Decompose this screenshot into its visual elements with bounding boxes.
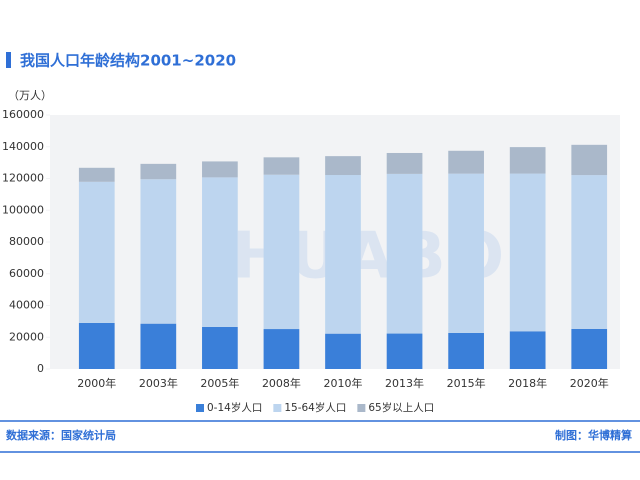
y-tick-label: 80000 <box>9 235 44 248</box>
bar-segment <box>386 152 423 174</box>
bar-segment <box>202 177 238 327</box>
x-tick-label: 2003年 <box>139 376 178 390</box>
bar-segment <box>509 147 546 174</box>
y-tick-label: 20000 <box>9 330 44 343</box>
y-tick-label: 60000 <box>9 267 44 280</box>
legend-swatch <box>196 404 204 412</box>
x-tick-label: 2005年 <box>200 376 239 390</box>
x-tick-label: 2015年 <box>447 376 486 390</box>
bar-segment <box>263 329 300 369</box>
bar-segment <box>202 326 238 369</box>
bar-segment <box>448 150 484 174</box>
legend-label: 65岁以上人口 <box>368 401 434 414</box>
credit: 制图：华博精算 <box>555 428 632 442</box>
bar-segment <box>571 328 608 369</box>
bar-segment <box>140 163 177 180</box>
bar-segment <box>325 175 361 334</box>
x-tick-label: 2020年 <box>570 376 609 390</box>
bar-segment <box>263 157 300 175</box>
bar-segment <box>325 156 361 176</box>
bar-segment <box>386 173 423 334</box>
bar-segment <box>571 175 608 329</box>
legend-label: 15-64岁人口 <box>284 401 346 414</box>
bar-segment <box>448 332 484 369</box>
title-marker <box>6 52 11 68</box>
bar-segment <box>78 167 115 182</box>
bar-segment <box>509 331 546 369</box>
bar-segment <box>325 333 361 369</box>
legend-swatch <box>273 404 282 412</box>
y-tick-label: 160000 <box>2 108 44 121</box>
legend-swatch <box>357 404 366 412</box>
bar-segment <box>571 144 608 176</box>
y-tick-label: 100000 <box>2 203 44 216</box>
y-tick-label: 40000 <box>9 299 44 312</box>
legend-label: 0-14岁人口 <box>207 401 262 414</box>
y-tick-label: 0 <box>37 362 44 375</box>
bar-segment <box>509 173 546 332</box>
x-tick-label: 2013年 <box>385 376 424 390</box>
x-tick-label: 2018年 <box>508 376 547 390</box>
y-tick-label: 120000 <box>2 172 44 185</box>
bar-segment <box>140 179 177 324</box>
bar-segment <box>263 174 300 330</box>
bar-segment <box>386 333 423 369</box>
bar-segment <box>78 322 115 369</box>
y-axis-label: （万人） <box>8 89 52 102</box>
bar-segment <box>78 181 115 323</box>
x-tick-label: 2008年 <box>262 376 301 390</box>
x-tick-label: 2000年 <box>77 376 116 390</box>
chart-title: 我国人口年龄结构2001~2020 <box>20 52 236 70</box>
bar-segment <box>140 323 177 369</box>
source: 数据来源：国家统计局 <box>6 428 116 442</box>
bar-segment <box>202 161 238 178</box>
bar-segment <box>448 173 484 333</box>
y-tick-label: 140000 <box>2 140 44 153</box>
x-tick-label: 2010年 <box>324 376 363 390</box>
